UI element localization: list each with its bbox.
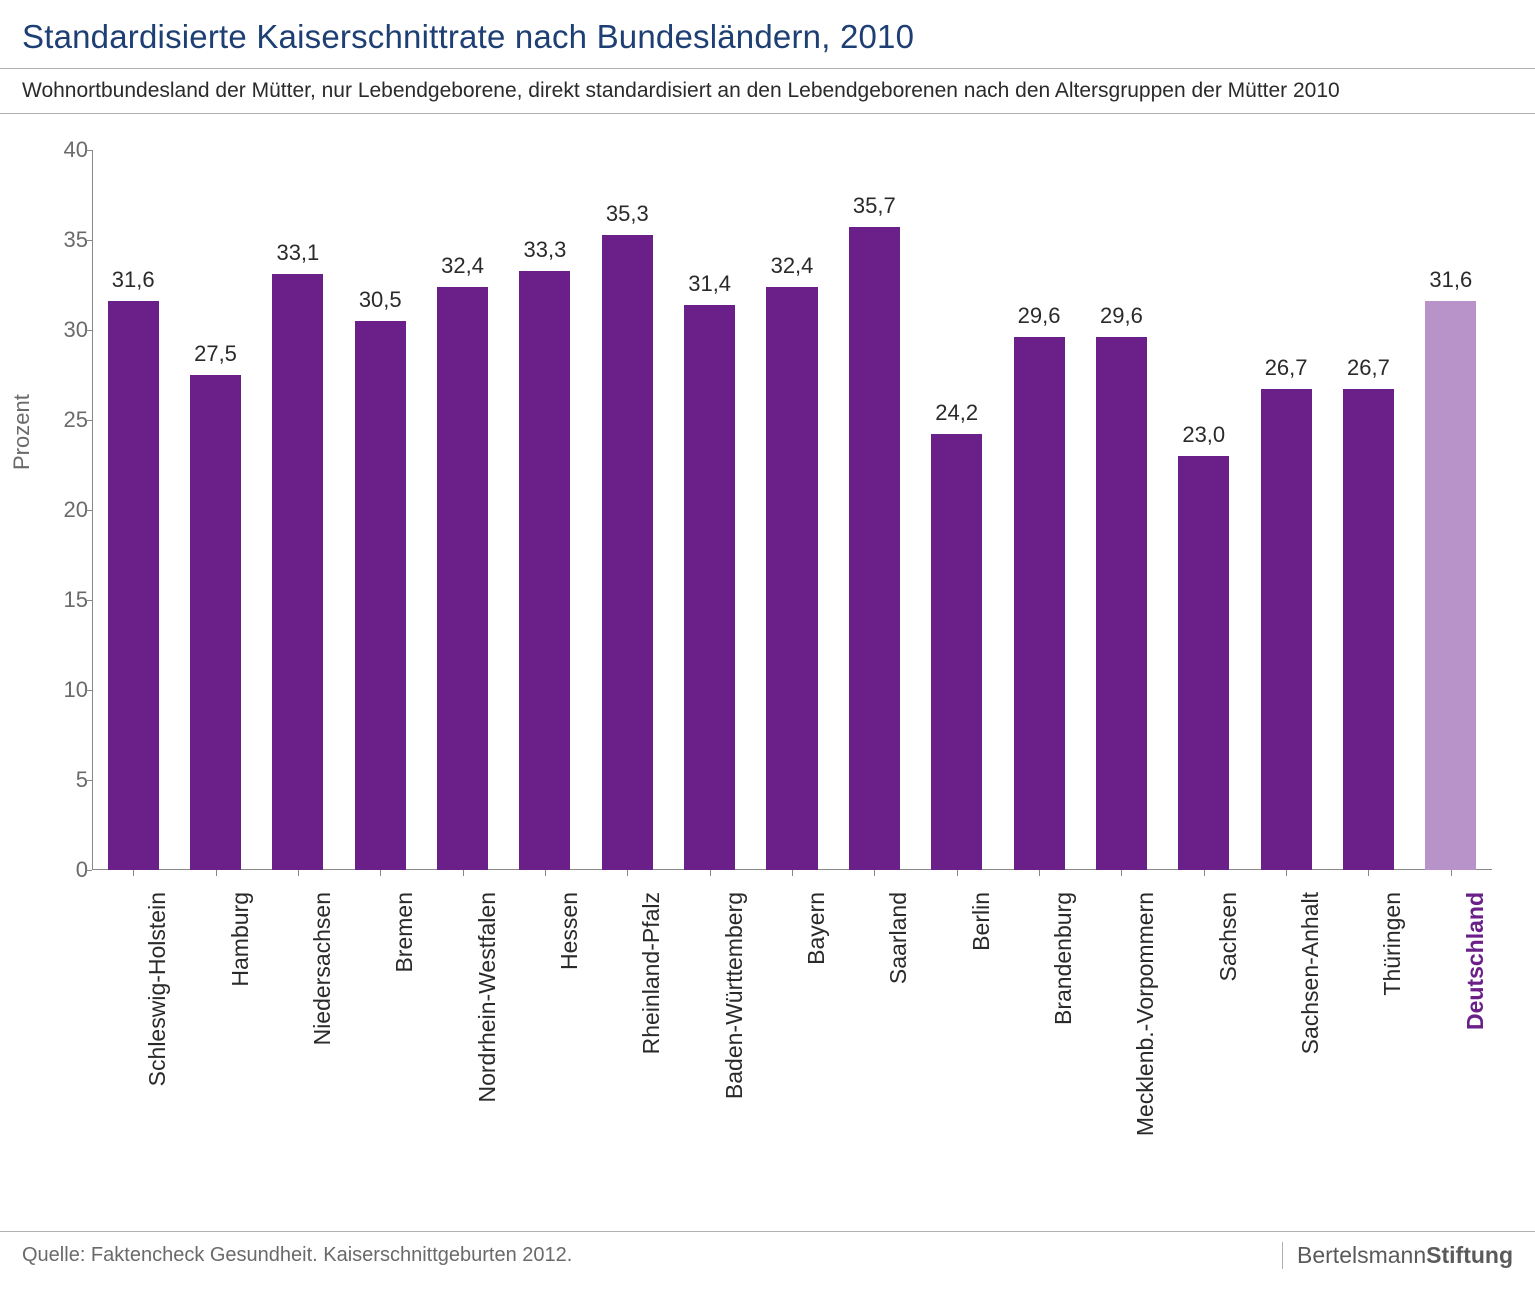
bar <box>602 235 653 870</box>
x-tick-label: Bremen <box>391 892 418 973</box>
bar-value-label: 33,1 <box>276 240 319 266</box>
x-tick-mark <box>957 870 958 876</box>
bar-value-label: 30,5 <box>359 287 402 313</box>
bar <box>519 271 570 870</box>
bar-value-label: 35,3 <box>606 201 649 227</box>
x-tick-mark <box>874 870 875 876</box>
bar <box>684 305 735 870</box>
bar-value-label: 29,6 <box>1100 303 1143 329</box>
x-tick-mark <box>1368 870 1369 876</box>
bar <box>1261 389 1312 870</box>
x-tick-label: Nordrhein-Westfalen <box>474 892 501 1103</box>
x-tick-label: Niedersachsen <box>309 892 336 1045</box>
bar <box>766 287 817 870</box>
x-tick-label: Saarland <box>885 892 912 984</box>
plot-area: 31,6 27,5 33,1 30,5 32,4 33,3 35,3 31,4 32,4 35,7… <box>92 150 1492 870</box>
source-text: Quelle: Faktencheck Gesundheit. Kaisersc… <box>22 1244 572 1267</box>
y-tick-mark <box>86 150 92 151</box>
y-tick-mark <box>86 690 92 691</box>
chart-footer: Quelle: Faktencheck Gesundheit. Kaisersc… <box>0 1231 1535 1269</box>
x-tick-label: Rheinland-Pfalz <box>638 892 665 1054</box>
x-tick-mark <box>710 870 711 876</box>
x-tick-label: Mecklenb.-Vorpommern <box>1132 892 1159 1136</box>
bar <box>1014 337 1065 870</box>
brand-logo: BertelsmannStiftung <box>1282 1242 1513 1269</box>
bar-value-label: 31,6 <box>112 267 155 293</box>
y-tick-mark <box>86 420 92 421</box>
y-tick-mark <box>86 240 92 241</box>
x-tick-mark <box>1039 870 1040 876</box>
bar <box>1343 389 1394 870</box>
bar-value-label: 27,5 <box>194 341 237 367</box>
bar-value-label: 31,4 <box>688 271 731 297</box>
x-tick-mark <box>545 870 546 876</box>
x-tick-mark <box>1121 870 1122 876</box>
x-tick-mark <box>627 870 628 876</box>
brand-part1: Bertelsmann <box>1297 1242 1426 1268</box>
chart-container: Standardisierte Kaiserschnittrate nach B… <box>0 0 1535 1293</box>
bar <box>1425 301 1476 870</box>
bar <box>108 301 159 870</box>
bar-value-label: 24,2 <box>935 400 978 426</box>
x-tick-label: Schleswig-Holstein <box>144 892 171 1086</box>
y-tick-mark <box>86 780 92 781</box>
x-tick-mark <box>1204 870 1205 876</box>
x-tick-mark <box>298 870 299 876</box>
x-tick-label: Berlin <box>968 892 995 951</box>
bar <box>355 321 406 870</box>
bar <box>272 274 323 870</box>
x-tick-label: Brandenburg <box>1050 892 1077 1025</box>
y-tick-mark <box>86 510 92 511</box>
x-tick-mark <box>380 870 381 876</box>
subtitle-wrap: Wohnortbundesland der Mütter, nur Lebend… <box>0 68 1535 114</box>
x-tick-mark <box>792 870 793 876</box>
y-tick-label: 10 <box>52 677 88 703</box>
bar-value-label: 32,4 <box>771 253 814 279</box>
chart-title: Standardisierte Kaiserschnittrate nach B… <box>0 0 1535 68</box>
y-tick-label: 40 <box>52 137 88 163</box>
bar-value-label: 33,3 <box>524 237 567 263</box>
x-tick-mark <box>1286 870 1287 876</box>
bar <box>1178 456 1229 870</box>
y-tick-label: 30 <box>52 317 88 343</box>
y-tick-label: 5 <box>52 767 88 793</box>
x-tick-mark <box>133 870 134 876</box>
x-tick-mark <box>216 870 217 876</box>
y-tick-label: 25 <box>52 407 88 433</box>
y-axis-label: Prozent <box>9 394 35 470</box>
bar <box>1096 337 1147 870</box>
y-tick-mark <box>86 870 92 871</box>
bar-value-label: 31,6 <box>1429 267 1472 293</box>
chart-subtitle: Wohnortbundesland der Mütter, nur Lebend… <box>22 79 1513 103</box>
y-tick-label: 20 <box>52 497 88 523</box>
bar <box>931 434 982 870</box>
x-tick-label: Baden-Württemberg <box>721 892 748 1099</box>
bar-value-label: 23,0 <box>1182 422 1225 448</box>
y-tick-label: 0 <box>52 857 88 883</box>
brand-part2: Stiftung <box>1426 1242 1513 1268</box>
x-tick-label: Hamburg <box>227 892 254 987</box>
x-tick-label: Hessen <box>556 892 583 970</box>
bar-value-label: 35,7 <box>853 193 896 219</box>
bar <box>190 375 241 870</box>
y-tick-label: 35 <box>52 227 88 253</box>
bar-value-label: 26,7 <box>1265 355 1308 381</box>
y-tick-mark <box>86 330 92 331</box>
bar <box>849 227 900 870</box>
x-tick-mark <box>463 870 464 876</box>
bar <box>437 287 488 870</box>
x-tick-label: Sachsen-Anhalt <box>1297 892 1324 1054</box>
x-tick-label: Thüringen <box>1379 892 1406 996</box>
bar-value-label: 32,4 <box>441 253 484 279</box>
x-tick-label: Deutschland <box>1462 892 1489 1030</box>
x-tick-label: Bayern <box>803 892 830 965</box>
bar-value-label: 29,6 <box>1018 303 1061 329</box>
y-tick-mark <box>86 600 92 601</box>
y-axis-line <box>92 150 93 870</box>
y-tick-label: 15 <box>52 587 88 613</box>
x-tick-mark <box>1451 870 1452 876</box>
bar-value-label: 26,7 <box>1347 355 1390 381</box>
x-tick-label: Sachsen <box>1215 892 1242 982</box>
